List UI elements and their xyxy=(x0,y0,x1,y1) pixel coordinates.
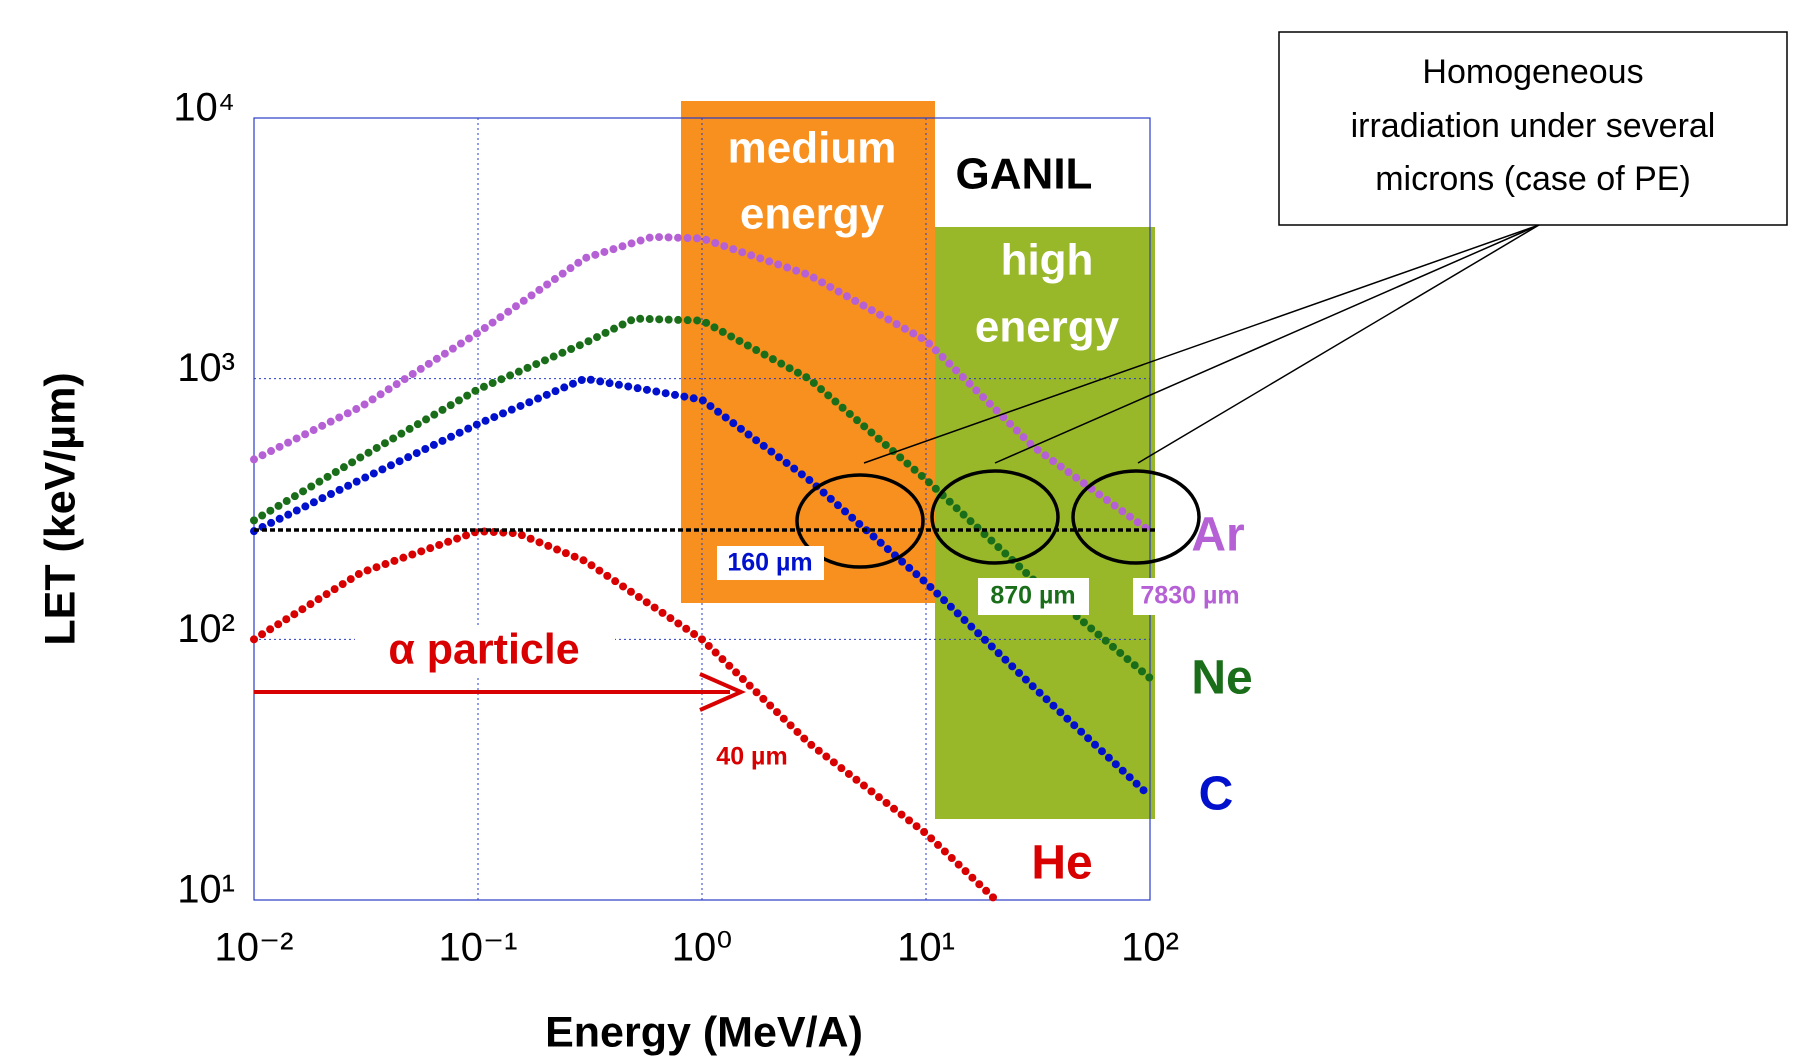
label-box xyxy=(355,625,615,677)
depth-label: 870 µm xyxy=(990,582,1075,610)
band-label: high xyxy=(1001,236,1094,285)
callout-pointers xyxy=(863,224,1540,464)
circle xyxy=(1071,469,1201,565)
highlight-circles xyxy=(795,469,1201,569)
circle xyxy=(930,469,1060,565)
circle xyxy=(795,473,925,569)
medium-energy-band xyxy=(681,101,935,603)
series-line xyxy=(250,374,1154,801)
pointer xyxy=(994,224,1540,464)
x-tick-label: 10⁻² xyxy=(215,926,294,970)
arrow-head xyxy=(699,672,746,712)
x-tick-label: 10¹ xyxy=(897,926,955,970)
facility-label: GANIL xyxy=(956,150,1093,199)
series-label: Ar xyxy=(1191,509,1244,562)
series-label: C xyxy=(1199,768,1234,821)
y-tick-label: 10¹ xyxy=(177,868,235,912)
alpha-label: α particle xyxy=(388,625,579,673)
x-tick-label: 10⁰ xyxy=(672,926,733,970)
band-label: energy xyxy=(975,303,1120,352)
depth-label: 40 µm xyxy=(716,743,787,771)
series-label: He xyxy=(1031,837,1092,890)
callout-text: irradiation under several xyxy=(1351,107,1716,145)
depth-label: 7830 µm xyxy=(1140,582,1239,610)
callout-box xyxy=(1278,31,1788,226)
callout-text: microns (case of PE) xyxy=(1375,160,1691,198)
callout-text: Homogeneous xyxy=(1422,53,1643,91)
series-line xyxy=(250,232,1154,536)
pointer xyxy=(1137,224,1540,464)
label-box xyxy=(1133,578,1243,615)
band-label: medium xyxy=(728,124,897,173)
depth-label: 160 µm xyxy=(727,549,812,577)
y-tick-label: 10³ xyxy=(177,346,235,390)
band-label: energy xyxy=(740,190,885,239)
y-tick-label: 10⁴ xyxy=(173,86,235,130)
y-tick-label: 10² xyxy=(177,607,235,651)
x-tick-label: 10² xyxy=(1121,926,1179,970)
label-box xyxy=(717,546,824,580)
series-label: Ne xyxy=(1191,652,1252,705)
y-axis-label: LET (keV/µm) xyxy=(36,372,84,645)
pointer xyxy=(863,224,1540,464)
series-line xyxy=(250,527,998,902)
label-box xyxy=(978,578,1089,615)
plot-frame xyxy=(253,117,1151,901)
x-tick-label: 10⁻¹ xyxy=(439,926,518,970)
series-line xyxy=(250,314,1154,683)
x-axis-label: Energy (MeV/A) xyxy=(545,1008,863,1056)
